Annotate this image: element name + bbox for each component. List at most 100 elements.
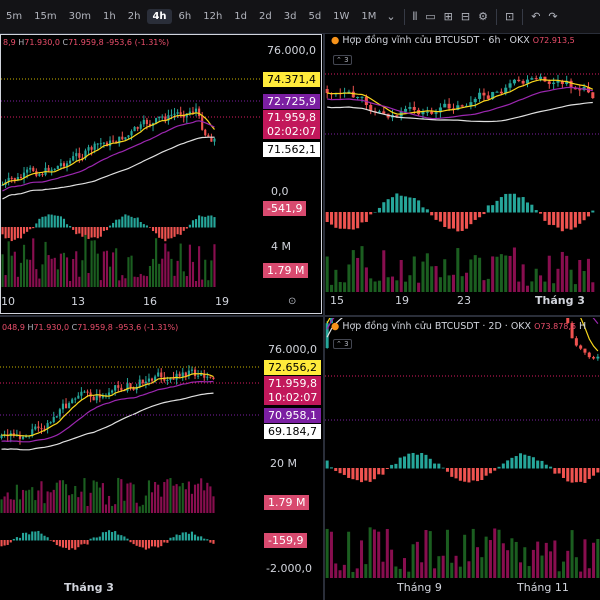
volume-bar <box>578 259 582 292</box>
interval-2d[interactable]: 2d <box>259 11 272 22</box>
candle <box>50 169 53 171</box>
macd-bar <box>454 468 458 479</box>
candle <box>169 377 172 380</box>
volume-bar <box>117 477 120 513</box>
interval-3d[interactable]: 3d <box>283 11 297 22</box>
interval-4h[interactable]: 4h <box>147 9 172 24</box>
interval-6h[interactable]: 6h <box>178 11 192 22</box>
layout-icon[interactable]: ⊡ <box>504 10 515 23</box>
volume-bar <box>360 246 364 292</box>
candle <box>43 428 46 430</box>
macd-bar <box>32 227 35 229</box>
alert-icon[interactable]: ⊟ <box>460 10 471 23</box>
candle <box>52 417 55 423</box>
chevron-down-icon[interactable]: ⌄ <box>386 10 396 23</box>
macd-bar <box>467 468 471 483</box>
chart-pane-6h[interactable]: ● Hợp đồng vĩnh cửu BTCUSDT · 6h · OKX O… <box>325 34 600 314</box>
candle <box>99 143 102 145</box>
chart-canvas[interactable] <box>325 318 600 600</box>
settings-icon[interactable]: ⊙ <box>288 296 297 307</box>
indicators-collapse-badge[interactable]: ⌃ 3 <box>333 55 352 65</box>
volume-bar <box>540 555 544 578</box>
macd-bar <box>0 540 3 547</box>
time-axis-label: 16 <box>143 295 157 308</box>
candle <box>425 111 429 113</box>
bars-icon[interactable]: ▭ <box>425 10 436 23</box>
chart-pane-2d[interactable]: ● Hợp đồng vĩnh cửu BTCUSDT · 2D · OKX O… <box>325 318 600 600</box>
volume-bar <box>160 496 163 513</box>
macd-bar <box>415 454 419 469</box>
indicators-icon[interactable]: ⊞ <box>443 10 453 23</box>
macd-value-tag: -541,9 <box>263 201 307 216</box>
candle <box>395 115 399 117</box>
chart-canvas[interactable] <box>0 318 322 600</box>
interval-2h[interactable]: 2h <box>127 11 141 22</box>
volume-bar <box>445 529 449 578</box>
volume-bar <box>497 529 501 578</box>
volume-bar <box>26 259 29 287</box>
volume-bar <box>191 261 195 287</box>
interval-1M[interactable]: 1M <box>361 11 377 22</box>
candle <box>38 174 41 176</box>
volume-bar <box>347 531 351 578</box>
candle <box>434 112 438 114</box>
macd-bar <box>166 540 169 543</box>
indicators-collapse-badge[interactable]: ⌃ 3 <box>333 339 352 349</box>
interval-12h[interactable]: 12h <box>203 11 223 22</box>
volume-bar <box>127 257 130 287</box>
volume-bar <box>402 558 406 578</box>
ma-white-price-tag: 71.562,1 <box>263 142 320 157</box>
macd-bar <box>411 452 415 469</box>
pane-divider-horizontal[interactable] <box>0 315 600 317</box>
volume-bar <box>382 250 386 292</box>
interval-1h[interactable]: 1h <box>103 11 116 22</box>
interval-30m[interactable]: 30m <box>68 11 92 22</box>
moving-average-line <box>327 86 593 120</box>
symbol-title[interactable]: Hợp đồng vĩnh cửu BTCUSDT · 6h · OKX <box>342 35 530 46</box>
ma-yellow-price-tag: 74.371,4 <box>263 72 320 87</box>
candle <box>456 105 460 110</box>
undo-icon[interactable]: ↶ <box>531 10 541 23</box>
interval-1w[interactable]: 1W <box>333 11 350 22</box>
interval-5d[interactable]: 5d <box>308 11 322 22</box>
macd-bar <box>514 456 518 469</box>
macd-bar <box>81 227 84 237</box>
macd-bar <box>573 212 577 228</box>
candles-icon[interactable]: ⫴ <box>412 9 418 23</box>
volume-bar <box>1 254 4 287</box>
candle <box>53 168 56 170</box>
redo-icon[interactable]: ↷ <box>548 10 558 23</box>
volume-bar <box>471 528 475 578</box>
volume-bar <box>394 566 398 578</box>
macd-bar <box>364 212 368 222</box>
volume-bar <box>456 248 460 292</box>
interval-1d[interactable]: 1d <box>234 11 248 22</box>
price-axis-label: 76.000,0 <box>268 343 317 356</box>
chart-pane-bottom-left[interactable]: 048,9 H71.930,0 C71.959,8 -953,6 (-1.31%… <box>0 318 322 600</box>
volume-bar <box>62 252 66 287</box>
moving-average-line <box>327 101 593 123</box>
macd-bar <box>9 540 12 543</box>
pane-divider-vertical[interactable] <box>323 34 325 600</box>
volume-bar <box>92 480 95 513</box>
candle <box>29 167 32 170</box>
macd-bar <box>3 540 6 546</box>
macd-bar <box>1 227 4 235</box>
macd-bar <box>404 196 408 213</box>
candle <box>98 394 101 398</box>
candle <box>539 76 543 80</box>
interval-1m[interactable]: 5m <box>6 11 23 22</box>
macd-bar <box>50 214 53 228</box>
volume-bar <box>44 241 47 287</box>
macd-bar <box>583 468 587 483</box>
interval-15m[interactable]: 15m <box>34 11 57 22</box>
chart-pane-4h[interactable]: 8,9 H71.930,0 C71.959,8 -953,6 (-1.31%) … <box>0 34 322 314</box>
volume-bar <box>451 274 455 292</box>
volume-bar <box>438 277 442 292</box>
chart-canvas[interactable] <box>1 35 322 314</box>
chart-canvas[interactable] <box>325 34 600 314</box>
symbol-title[interactable]: Hợp đồng vĩnh cửu BTCUSDT · 2D · OKX <box>342 321 532 332</box>
candle <box>144 381 147 384</box>
macd-bar <box>90 227 93 238</box>
settings-icon[interactable]: ⚙ <box>478 10 488 23</box>
